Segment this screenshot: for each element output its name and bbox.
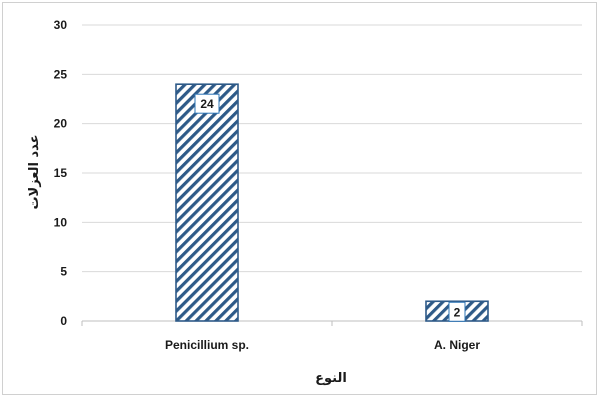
data-label: 2 bbox=[454, 305, 461, 319]
x-category-label: A. Niger bbox=[434, 338, 480, 352]
data-label-box bbox=[448, 301, 466, 322]
data-label-box bbox=[194, 93, 220, 114]
bar bbox=[175, 83, 239, 322]
x-category-label: Penicillium sp. bbox=[165, 338, 249, 352]
gridlines bbox=[81, 24, 583, 326]
data-labels: 24 2 bbox=[194, 93, 466, 322]
y-tick-label: 0 bbox=[60, 314, 67, 328]
y-tick-label: 30 bbox=[54, 18, 68, 32]
x-category-labels: Penicillium sp. A. Niger bbox=[165, 338, 480, 352]
y-tick-labels: 0 5 10 15 20 25 30 bbox=[54, 18, 68, 328]
data-label: 24 bbox=[200, 97, 214, 111]
y-tick-label: 25 bbox=[54, 67, 68, 81]
y-tick-label: 15 bbox=[54, 166, 68, 180]
bars bbox=[175, 83, 489, 322]
chart-frame bbox=[2, 2, 597, 395]
y-axis-title: عدد العزلات bbox=[27, 134, 42, 209]
y-tick-label: 10 bbox=[54, 215, 68, 229]
y-tick-label: 5 bbox=[60, 265, 67, 279]
y-tick-label: 20 bbox=[54, 117, 68, 131]
x-axis-title: النوع bbox=[315, 371, 347, 386]
